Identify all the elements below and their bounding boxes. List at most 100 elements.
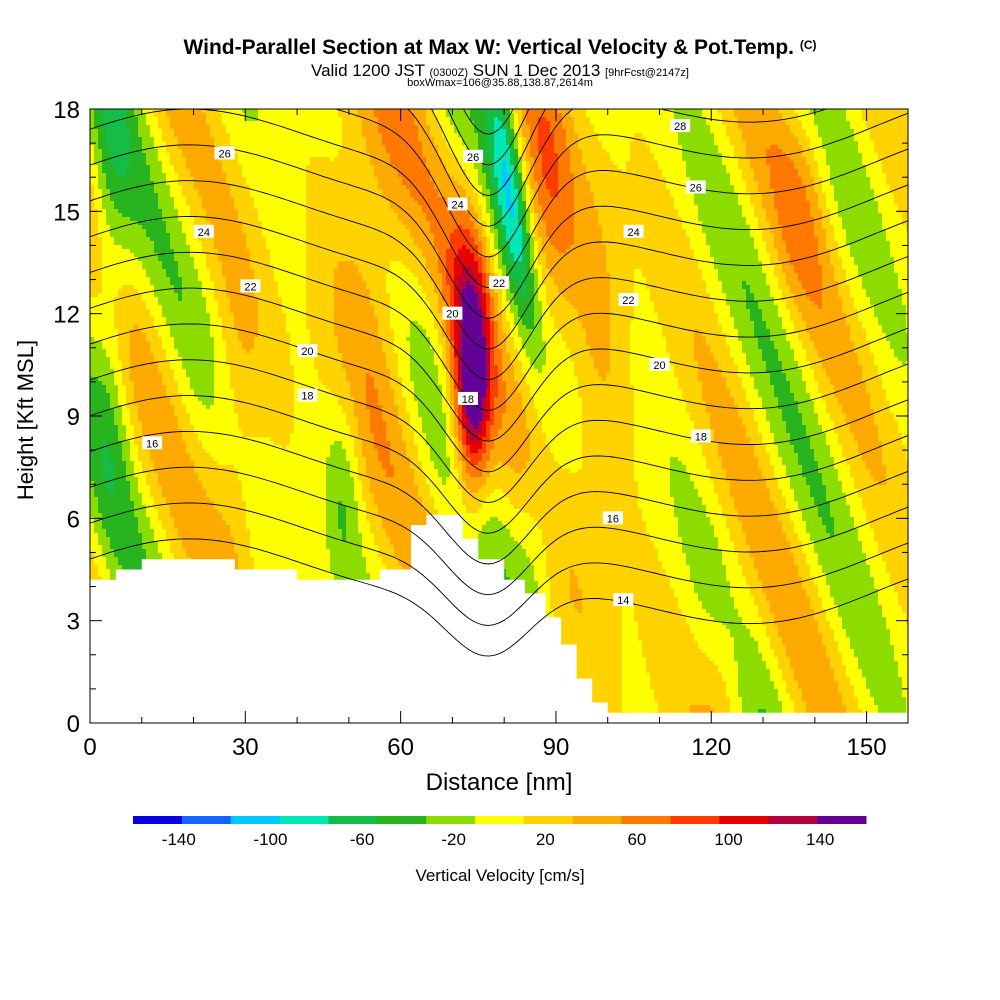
- velocity-cell: [94, 541, 99, 546]
- velocity-cell: [102, 449, 107, 454]
- velocity-cell: [122, 157, 127, 162]
- velocity-cell: [118, 425, 123, 430]
- velocity-cell: [142, 545, 147, 550]
- velocity-cell: [114, 529, 119, 534]
- velocity-cell: [130, 333, 135, 338]
- velocity-cell: [126, 413, 131, 418]
- velocity-cell: [138, 501, 143, 506]
- velocity-cell: [122, 409, 127, 414]
- velocity-cell: [110, 149, 115, 154]
- velocity-cell: [138, 453, 143, 458]
- velocity-cell: [102, 469, 107, 474]
- velocity-cell: [106, 313, 111, 318]
- velocity-cell: [90, 249, 95, 254]
- velocity-cell: [146, 233, 151, 238]
- velocity-cell: [142, 153, 147, 158]
- velocity-cell: [150, 537, 155, 542]
- velocity-cell: [114, 305, 119, 310]
- velocity-cell: [102, 389, 107, 394]
- velocity-cell: [98, 413, 103, 418]
- velocity-cell: [106, 433, 111, 438]
- velocity-cell: [90, 553, 95, 558]
- velocity-cell: [122, 165, 127, 170]
- velocity-cell: [94, 325, 99, 330]
- velocity-cell: [130, 153, 135, 158]
- velocity-cell: [134, 537, 139, 542]
- velocity-cell: [102, 141, 107, 146]
- velocity-cell: [106, 345, 111, 350]
- velocity-cell: [114, 537, 119, 542]
- velocity-cell: [146, 201, 151, 206]
- velocity-cell: [130, 193, 135, 198]
- velocity-cell: [150, 121, 155, 126]
- velocity-cell: [138, 157, 143, 162]
- velocity-cell: [114, 353, 119, 358]
- velocity-cell: [122, 389, 127, 394]
- velocity-cell: [142, 285, 147, 290]
- velocity-cell: [118, 493, 123, 498]
- velocity-cell: [102, 533, 107, 538]
- velocity-cell: [142, 337, 147, 342]
- velocity-cell: [118, 273, 123, 278]
- velocity-cell: [102, 461, 107, 466]
- velocity-cell: [90, 441, 95, 446]
- velocity-cell: [126, 529, 131, 534]
- velocity-cell: [122, 493, 127, 498]
- velocity-cell: [90, 153, 95, 158]
- velocity-cell: [142, 409, 147, 414]
- velocity-cell: [106, 241, 111, 246]
- velocity-cell: [134, 233, 139, 238]
- velocity-cell: [90, 365, 95, 370]
- velocity-cell: [146, 173, 151, 178]
- velocity-cell: [102, 385, 107, 390]
- velocity-cell: [126, 309, 131, 314]
- velocity-cell: [118, 293, 123, 298]
- velocity-cell: [134, 169, 139, 174]
- velocity-cell: [102, 541, 107, 546]
- velocity-cell: [146, 537, 151, 542]
- velocity-cell: [114, 429, 119, 434]
- velocity-cell: [134, 349, 139, 354]
- velocity-cell: [146, 417, 151, 422]
- velocity-cell: [102, 237, 107, 242]
- velocity-cell: [90, 273, 95, 278]
- velocity-cell: [142, 389, 147, 394]
- velocity-cell: [130, 225, 135, 230]
- velocity-cell: [146, 121, 151, 126]
- velocity-cell: [130, 413, 135, 418]
- velocity-cell: [110, 469, 115, 474]
- velocity-cell: [122, 361, 127, 366]
- velocity-cell: [106, 309, 111, 314]
- velocity-cell: [138, 417, 143, 422]
- velocity-cell: [130, 253, 135, 258]
- velocity-cell: [150, 465, 155, 470]
- velocity-cell: [154, 197, 159, 202]
- velocity-cell: [122, 421, 127, 426]
- velocity-cell: [106, 417, 111, 422]
- velocity-cell: [126, 181, 131, 186]
- velocity-cell: [146, 321, 151, 326]
- velocity-cell: [114, 393, 119, 398]
- velocity-cell: [150, 529, 155, 534]
- velocity-cell: [118, 377, 123, 382]
- velocity-cell: [90, 469, 95, 474]
- velocity-cell: [110, 429, 115, 434]
- velocity-cell: [154, 141, 159, 146]
- velocity-cell: [102, 545, 107, 550]
- velocity-cell: [94, 509, 99, 514]
- velocity-cell: [110, 161, 115, 166]
- velocity-cell: [150, 509, 155, 514]
- velocity-cell: [118, 281, 123, 286]
- velocity-cell: [90, 261, 95, 266]
- velocity-cell: [102, 297, 107, 302]
- velocity-cell: [150, 205, 155, 210]
- velocity-cell: [130, 489, 135, 494]
- velocity-cell: [126, 121, 131, 126]
- velocity-cell: [90, 213, 95, 218]
- velocity-cell: [118, 401, 123, 406]
- velocity-cell: [146, 197, 151, 202]
- velocity-cell: [126, 169, 131, 174]
- velocity-cell: [90, 189, 95, 194]
- velocity-cell: [122, 517, 127, 522]
- velocity-cell: [138, 281, 143, 286]
